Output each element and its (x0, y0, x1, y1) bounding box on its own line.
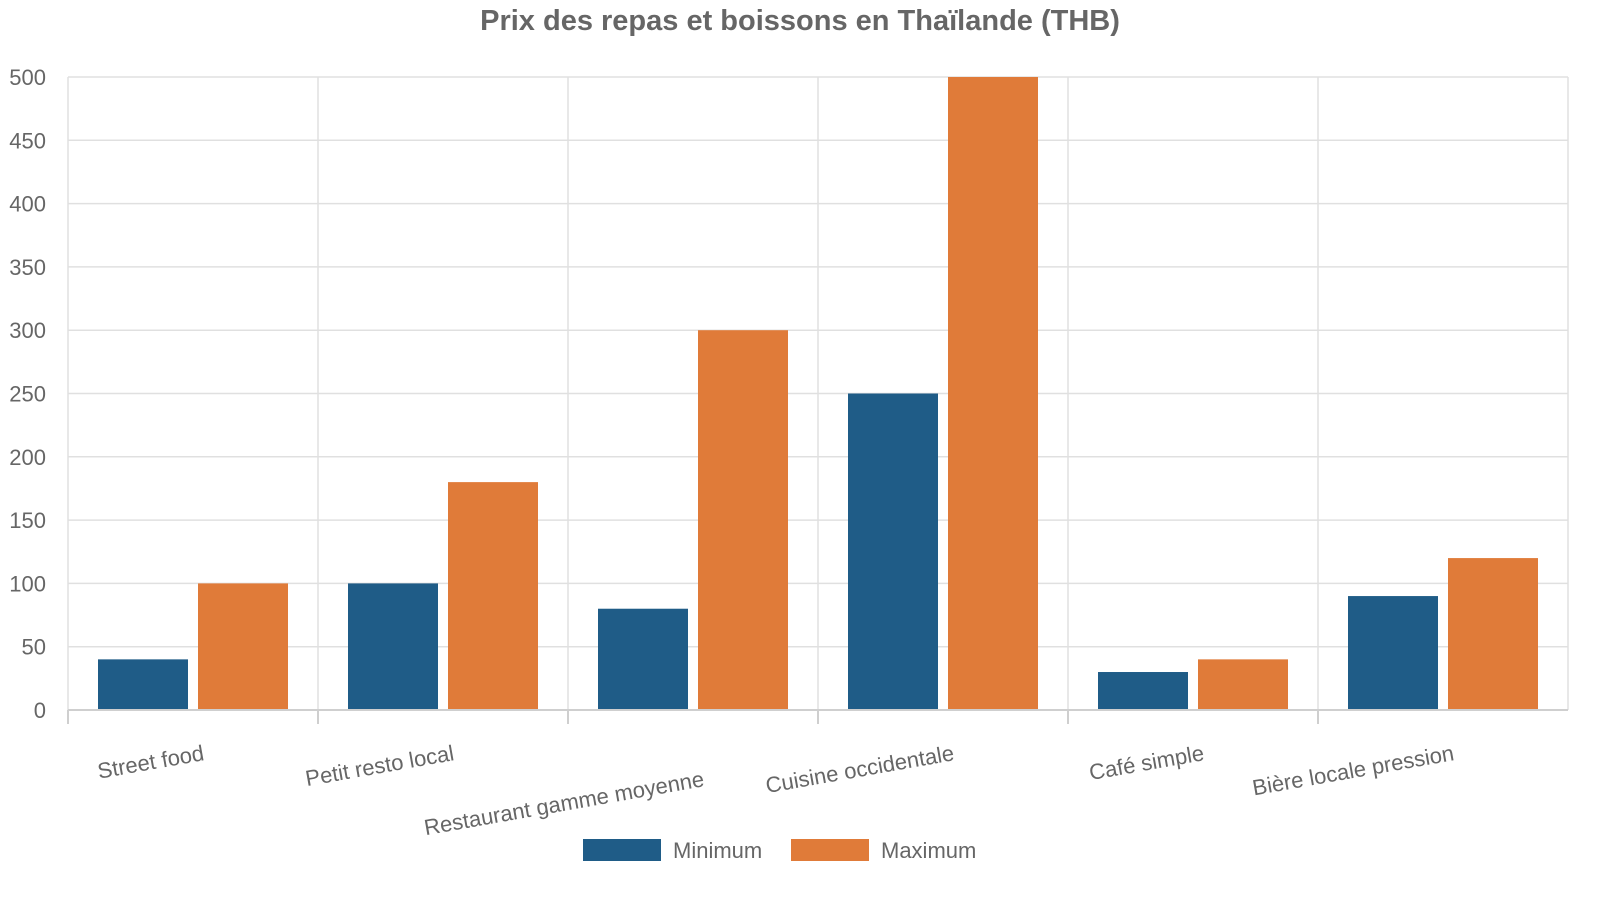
y-tick-label: 300 (9, 318, 46, 343)
legend-swatch-maximum (791, 839, 869, 861)
bar-minimum (848, 393, 938, 710)
bar-minimum (1348, 596, 1438, 710)
bar-maximum (448, 482, 538, 710)
bar-maximum (1198, 659, 1288, 710)
legend-swatch-minimum (583, 839, 661, 861)
bar-minimum (598, 608, 688, 710)
y-axis-tick-labels: 0 50 100 150 200 250 300 350 400 450 500 (9, 65, 46, 723)
bar-minimum (98, 659, 188, 710)
legend-label-minimum: Minimum (673, 838, 762, 863)
bar-maximum (698, 330, 788, 710)
y-tick-label: 500 (9, 65, 46, 90)
y-tick-label: 400 (9, 192, 46, 217)
y-tick-label: 200 (9, 445, 46, 470)
bar-maximum (1448, 558, 1538, 710)
x-category-label: Street food (96, 740, 206, 783)
bar-minimum (1098, 672, 1188, 710)
x-category-label: Restaurant gamme moyenne (422, 766, 706, 840)
y-tick-label: 100 (9, 571, 46, 596)
bar-maximum (198, 583, 288, 710)
y-tick-label: 250 (9, 382, 46, 407)
bars (98, 77, 1538, 710)
legend-label-maximum: Maximum (881, 838, 976, 863)
x-category-label: Cuisine occidentale (764, 740, 956, 798)
y-tick-label: 350 (9, 255, 46, 280)
x-category-label: Café simple (1087, 740, 1206, 785)
chart-title: Prix des repas et boissons en Thaïlande … (480, 5, 1120, 37)
bar-maximum (948, 77, 1038, 710)
y-tick-label: 0 (34, 698, 46, 723)
x-category-label: Bière locale pression (1250, 740, 1455, 800)
y-tick-label: 450 (9, 128, 46, 153)
axes (67, 709, 1568, 724)
y-tick-label: 150 (9, 508, 46, 533)
legend: Minimum Maximum (583, 838, 976, 863)
grid (67, 76, 1569, 710)
y-tick-label: 50 (22, 635, 46, 660)
x-category-label: Petit resto local (303, 740, 455, 791)
bar-minimum (348, 583, 438, 710)
